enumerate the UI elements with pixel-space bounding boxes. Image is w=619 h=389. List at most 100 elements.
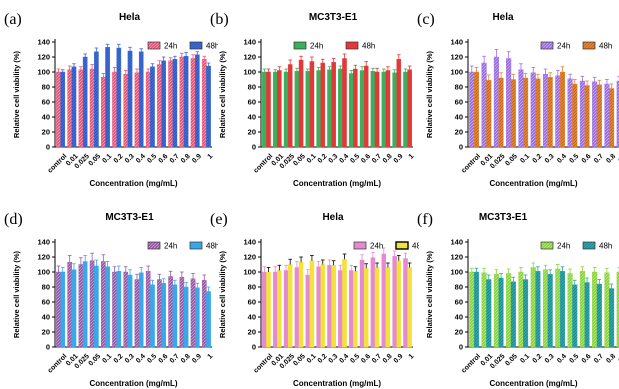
bar-24h-0.4 xyxy=(134,72,140,148)
legend-label: 24h xyxy=(557,42,570,51)
bar-48h-0.05 xyxy=(298,59,304,148)
x-tick-label: 0.2 xyxy=(317,353,329,365)
bar-24h-0.4 xyxy=(555,268,561,348)
x-tick-label: 0.3 xyxy=(544,353,556,365)
x-tick-label: 1 xyxy=(207,153,215,161)
bar-48h-0.2 xyxy=(116,271,122,348)
bar-24h-0.7 xyxy=(592,271,598,348)
y-axis-label: Relative cell viability (%) xyxy=(425,50,434,138)
x-tick-label: 0.7 xyxy=(593,153,605,165)
x-tick-label: 0.7 xyxy=(169,353,181,365)
x-tick-label: 0.05 xyxy=(504,153,519,168)
legend-swatch xyxy=(147,241,161,250)
y-tick-label: 80 xyxy=(248,83,256,92)
panel-letter: (c) xyxy=(417,11,435,28)
x-tick-label: 0.4 xyxy=(338,153,350,165)
y-tick-label: 0 xyxy=(46,143,50,152)
bar-48h-0.5 xyxy=(572,83,578,148)
y-tick-label: 20 xyxy=(42,328,50,337)
bar-24h-0.1 xyxy=(305,71,311,148)
bar-24h-0.4 xyxy=(134,279,140,348)
x-tick-label: 0.8 xyxy=(605,153,617,165)
y-tick-label: 40 xyxy=(248,313,256,322)
bar-48h-1 xyxy=(206,291,211,348)
bar-24h-0.01 xyxy=(481,272,487,348)
y-tick-label: 60 xyxy=(455,98,463,107)
panel-letter: (a) xyxy=(4,11,22,28)
y-tick-label: 100 xyxy=(450,68,463,77)
bar-48h-0.6 xyxy=(161,60,166,148)
bar-24h-0.2 xyxy=(112,271,117,348)
x-tick-label: 0.9 xyxy=(393,153,405,165)
bar-48h-0.1 xyxy=(523,279,529,348)
panel-b: (b) MC3T3-E1 Relative cell viability (%) 0 2… xyxy=(210,11,416,188)
bar-48h-control xyxy=(473,271,480,348)
y-tick-label: 120 xyxy=(243,53,256,62)
bar-48h-0.01 xyxy=(486,80,492,148)
chart-title: Hela xyxy=(492,12,514,23)
bar-48h-0.4 xyxy=(138,272,144,348)
x-tick-label: 0.05 xyxy=(292,153,307,168)
bar-48h-0.05 xyxy=(510,281,516,348)
bar-48h-0.01 xyxy=(277,270,282,348)
x-tick-label: 0.4 xyxy=(135,153,147,165)
bar-24h-0.8 xyxy=(381,253,387,348)
bar-24h-0.9 xyxy=(190,58,196,148)
y-tick-label: 60 xyxy=(248,298,256,307)
bar-48h-0.7 xyxy=(596,84,602,148)
y-tick-label: 60 xyxy=(42,98,50,107)
x-tick-label: 0.1 xyxy=(519,153,531,165)
bar-24h-0.3 xyxy=(327,265,332,348)
bar-24h-0.4 xyxy=(555,75,561,148)
x-axis-label: Concentration (mg/mL) xyxy=(90,379,178,388)
y-tick-label: 120 xyxy=(450,253,463,262)
legend-label: 48h xyxy=(599,242,612,251)
x-tick-label: 0.3 xyxy=(328,153,340,165)
bar-48h-control xyxy=(473,71,480,148)
bar-48h-0.6 xyxy=(584,85,590,148)
bar-24h-0.6 xyxy=(579,80,585,148)
bar-24h-0.6 xyxy=(579,271,585,348)
y-tick-label: 40 xyxy=(455,313,463,322)
legend-swatch xyxy=(189,241,203,250)
x-tick-label: 0.8 xyxy=(382,153,394,165)
y-tick-label: 0 xyxy=(252,143,256,152)
bar-24h-0.05 xyxy=(294,71,300,148)
bar-24h-0.2 xyxy=(530,267,536,348)
bar-48h-0.5 xyxy=(353,68,358,148)
bar-48h-1 xyxy=(407,69,412,148)
bar-24h-0.025 xyxy=(283,71,289,148)
bar-48h-0.2 xyxy=(535,271,541,348)
bar-48h-0.025 xyxy=(498,277,504,348)
chart-title: MC3T3-E1 xyxy=(105,212,154,223)
y-tick-label: 80 xyxy=(248,283,256,292)
bar-48h-0.8 xyxy=(183,56,189,148)
bar-24h-1 xyxy=(403,71,408,148)
bar-24h-0.1 xyxy=(305,274,311,348)
chart-title: Hela xyxy=(119,12,141,23)
bar-48h-0.6 xyxy=(584,282,590,348)
y-tick-label: 120 xyxy=(37,53,50,62)
y-axis-label: Relative cell viability (%) xyxy=(12,50,21,138)
bar-48h-0.8 xyxy=(609,88,615,148)
x-tick-label: 0.05 xyxy=(88,353,103,368)
bar-48h-0.4 xyxy=(559,71,566,148)
bar-48h-0.9 xyxy=(396,260,402,348)
bar-24h-0.1 xyxy=(518,271,524,348)
y-tick-label: 20 xyxy=(455,128,463,137)
bar-24h-0.5 xyxy=(145,271,151,348)
y-tick-label: 40 xyxy=(248,113,256,122)
bar-48h-0.7 xyxy=(172,284,178,348)
y-tick-label: 100 xyxy=(450,268,463,277)
y-tick-label: 140 xyxy=(243,238,256,247)
legend-label: 48h xyxy=(362,42,375,51)
bar-48h-0.2 xyxy=(320,62,326,148)
bar-48h-0.05 xyxy=(298,262,304,348)
bar-24h-0.8 xyxy=(604,272,610,348)
y-tick-label: 140 xyxy=(450,38,463,47)
bar-48h-1 xyxy=(206,65,211,148)
x-tick-label: 0.9 xyxy=(191,153,203,165)
panel-letter: (e) xyxy=(210,211,228,228)
bar-24h-0.025 xyxy=(283,270,289,348)
